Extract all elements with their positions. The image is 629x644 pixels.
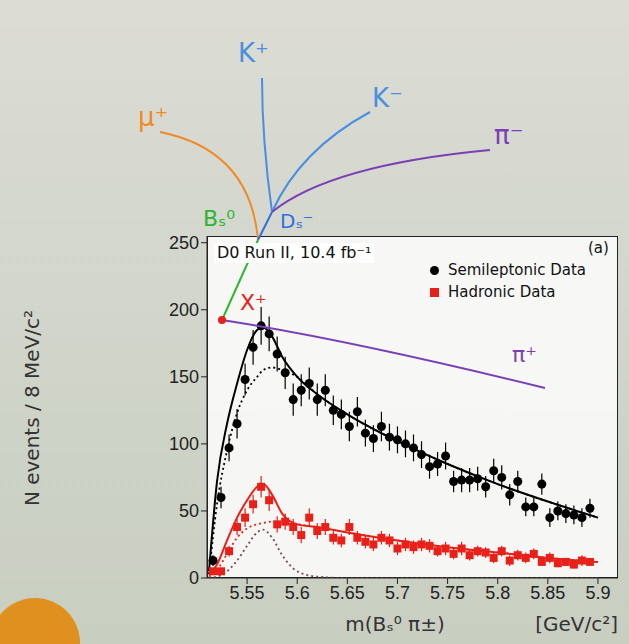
html-text:Semileptonic Data: Semileptonic Data [448,261,586,279]
html-text:K⁻: K⁻ [372,83,403,113]
html-text:[GeV/c²]: [GeV/c²] [535,612,618,636]
svg-text:5.85: 5.85 [530,583,565,603]
svg-text:5.8: 5.8 [485,583,510,603]
svg-text:100: 100 [169,434,199,454]
html-text:m(Bₛ⁰ π±): m(Bₛ⁰ π±) [345,612,445,636]
svg-text:5.9: 5.9 [585,583,610,603]
svg-text:5.7: 5.7 [385,583,410,603]
svg-text:200: 200 [169,300,199,320]
svg-text:5.65: 5.65 [330,583,365,603]
html-text:π⁻: π⁻ [494,120,524,150]
svg-text:5.55: 5.55 [230,583,265,603]
html-text:Hadronic Data: Hadronic Data [448,283,556,301]
html-text:π⁺: π⁺ [512,342,537,367]
svg-text:5.6: 5.6 [285,583,310,603]
html-text:μ⁺: μ⁺ [138,102,169,132]
svg-text:5.75: 5.75 [430,583,465,603]
svg-text:150: 150 [169,367,199,387]
html-text:Dₛ⁻: Dₛ⁻ [280,209,314,233]
html-text:D0 Run II, 10.4 fb⁻¹: D0 Run II, 10.4 fb⁻¹ [217,243,372,262]
svg-text:250: 250 [169,233,199,253]
html-text:(a): (a) [588,239,609,257]
svg-text:0: 0 [189,568,199,588]
html-text:Bₛ⁰: Bₛ⁰ [203,206,236,231]
svg-text:50: 50 [179,501,199,521]
html-text:X⁺: X⁺ [240,290,267,315]
html-text:K⁺: K⁺ [238,38,269,68]
html-text:N events / 8 MeV/c²: N events / 8 MeV/c² [20,309,44,507]
